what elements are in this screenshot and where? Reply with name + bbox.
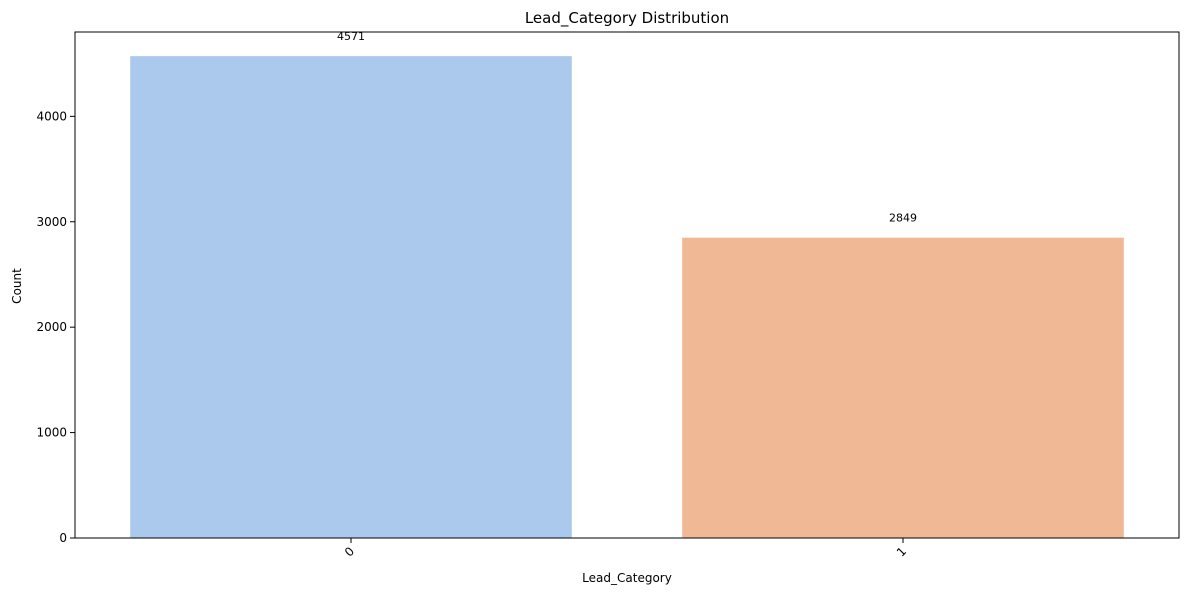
y-tick-label-1000: 1000 [36, 426, 67, 440]
y-axis-label: Count [10, 268, 24, 304]
y-tick-label-2000: 2000 [36, 320, 67, 334]
bar-value-label-1: 2849 [889, 212, 917, 225]
bar-0 [130, 56, 572, 539]
y-tick-label-4000: 4000 [36, 109, 67, 123]
bar-1 [682, 237, 1124, 539]
chart-title: Lead_Category Distribution [525, 9, 729, 28]
plot-area: 4571 0 2849 1 0 1000 2000 3000 4000 [36, 30, 1180, 560]
x-axis-label: Lead_Category [582, 571, 672, 585]
x-tick-label-0: 0 [342, 544, 357, 559]
plot-frame [74, 31, 1180, 539]
y-tick-label-0: 0 [59, 531, 67, 545]
x-tick-label-1: 1 [894, 544, 909, 559]
y-tick-label-3000: 3000 [36, 215, 67, 229]
bar-value-label-0: 4571 [337, 30, 365, 43]
